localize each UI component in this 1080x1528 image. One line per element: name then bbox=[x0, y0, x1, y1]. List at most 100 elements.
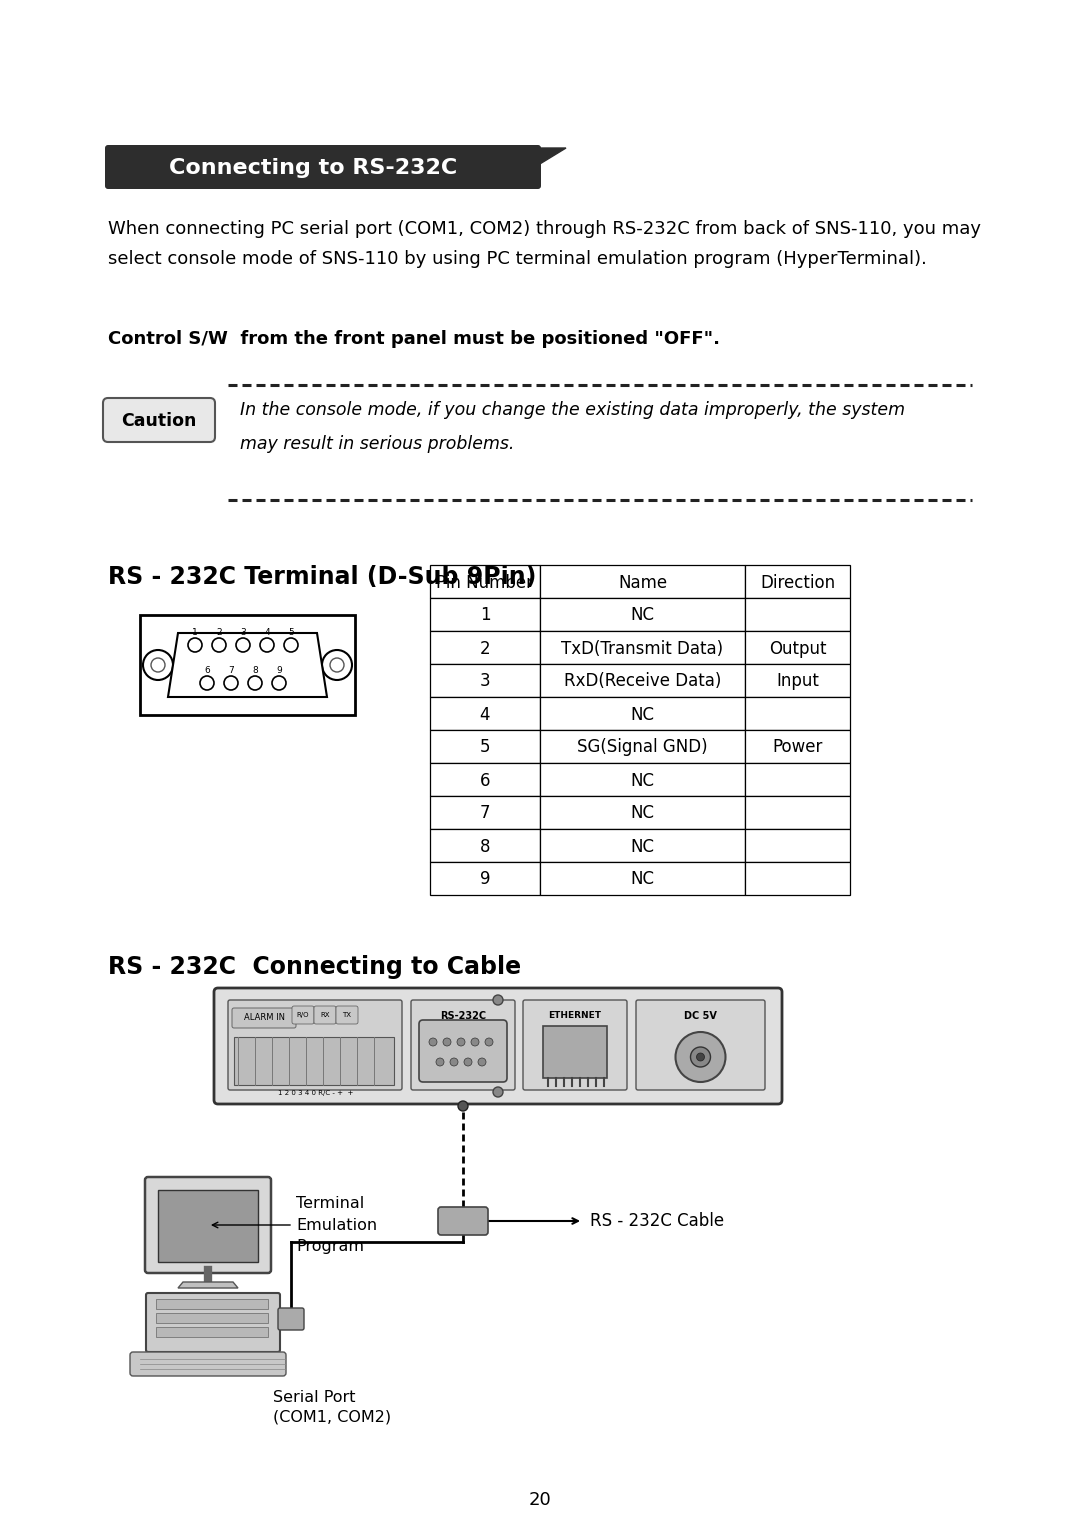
Text: NC: NC bbox=[631, 772, 654, 790]
Text: may result in serious problems.: may result in serious problems. bbox=[240, 435, 514, 452]
Text: NC: NC bbox=[631, 706, 654, 723]
FancyBboxPatch shape bbox=[158, 1190, 258, 1262]
Circle shape bbox=[151, 659, 165, 672]
Text: 9: 9 bbox=[480, 871, 490, 888]
Text: 5: 5 bbox=[480, 738, 490, 756]
Circle shape bbox=[143, 649, 173, 680]
Text: 7: 7 bbox=[228, 666, 234, 675]
FancyBboxPatch shape bbox=[540, 697, 745, 730]
FancyBboxPatch shape bbox=[234, 1038, 394, 1085]
FancyBboxPatch shape bbox=[411, 999, 515, 1089]
Circle shape bbox=[478, 1057, 486, 1067]
FancyBboxPatch shape bbox=[430, 796, 540, 830]
Circle shape bbox=[443, 1038, 451, 1047]
Text: 1 2 0 3 4 0 R/C - +  +: 1 2 0 3 4 0 R/C - + + bbox=[279, 1089, 353, 1096]
FancyBboxPatch shape bbox=[438, 1207, 488, 1235]
Text: Output: Output bbox=[769, 640, 826, 657]
Polygon shape bbox=[538, 148, 566, 165]
Text: 2: 2 bbox=[480, 640, 490, 657]
FancyBboxPatch shape bbox=[430, 631, 540, 665]
Circle shape bbox=[697, 1053, 704, 1060]
Text: ALARM IN: ALARM IN bbox=[243, 1013, 284, 1022]
FancyBboxPatch shape bbox=[543, 1025, 607, 1077]
Text: 7: 7 bbox=[480, 805, 490, 822]
Text: 9: 9 bbox=[276, 666, 282, 675]
FancyBboxPatch shape bbox=[430, 862, 540, 895]
Circle shape bbox=[188, 639, 202, 652]
Circle shape bbox=[224, 675, 238, 691]
Text: NC: NC bbox=[631, 607, 654, 625]
FancyBboxPatch shape bbox=[232, 1008, 296, 1028]
Circle shape bbox=[284, 639, 298, 652]
FancyBboxPatch shape bbox=[745, 762, 850, 796]
Text: Power: Power bbox=[772, 738, 823, 756]
FancyBboxPatch shape bbox=[430, 565, 540, 597]
Circle shape bbox=[471, 1038, 480, 1047]
Text: 8: 8 bbox=[252, 666, 258, 675]
FancyBboxPatch shape bbox=[540, 762, 745, 796]
Circle shape bbox=[457, 1038, 465, 1047]
FancyBboxPatch shape bbox=[540, 862, 745, 895]
Text: NC: NC bbox=[631, 805, 654, 822]
Text: Name: Name bbox=[618, 573, 667, 591]
FancyBboxPatch shape bbox=[214, 989, 782, 1105]
Text: TX: TX bbox=[342, 1012, 351, 1018]
Text: Input: Input bbox=[777, 672, 819, 691]
Circle shape bbox=[436, 1057, 444, 1067]
Circle shape bbox=[237, 639, 249, 652]
FancyBboxPatch shape bbox=[430, 830, 540, 862]
Text: In the console mode, if you change the existing data improperly, the system: In the console mode, if you change the e… bbox=[240, 400, 905, 419]
Circle shape bbox=[492, 995, 503, 1005]
FancyBboxPatch shape bbox=[745, 631, 850, 665]
Circle shape bbox=[458, 1102, 468, 1111]
Text: Direction: Direction bbox=[760, 573, 835, 591]
Text: RX: RX bbox=[321, 1012, 329, 1018]
Circle shape bbox=[200, 675, 214, 691]
Circle shape bbox=[450, 1057, 458, 1067]
Text: RS - 232C Cable: RS - 232C Cable bbox=[590, 1212, 724, 1230]
FancyBboxPatch shape bbox=[430, 762, 540, 796]
Text: Caution: Caution bbox=[121, 413, 197, 429]
FancyBboxPatch shape bbox=[419, 1021, 507, 1082]
Circle shape bbox=[322, 649, 352, 680]
Text: 3: 3 bbox=[240, 628, 246, 637]
FancyBboxPatch shape bbox=[523, 999, 627, 1089]
FancyBboxPatch shape bbox=[156, 1326, 268, 1337]
Text: 1: 1 bbox=[192, 628, 198, 637]
FancyBboxPatch shape bbox=[745, 862, 850, 895]
Text: Pin Number: Pin Number bbox=[436, 573, 534, 591]
Text: RxD(Receive Data): RxD(Receive Data) bbox=[564, 672, 721, 691]
FancyBboxPatch shape bbox=[636, 999, 765, 1089]
FancyBboxPatch shape bbox=[103, 397, 215, 442]
Text: 2: 2 bbox=[216, 628, 221, 637]
FancyBboxPatch shape bbox=[430, 597, 540, 631]
Circle shape bbox=[212, 639, 226, 652]
Text: TxD(Transmit Data): TxD(Transmit Data) bbox=[562, 640, 724, 657]
FancyBboxPatch shape bbox=[278, 1308, 303, 1329]
FancyBboxPatch shape bbox=[140, 614, 355, 715]
FancyBboxPatch shape bbox=[540, 665, 745, 697]
Text: ETHERNET: ETHERNET bbox=[549, 1012, 602, 1021]
FancyBboxPatch shape bbox=[745, 830, 850, 862]
FancyBboxPatch shape bbox=[430, 730, 540, 762]
FancyBboxPatch shape bbox=[314, 1005, 336, 1024]
Text: R/O: R/O bbox=[297, 1012, 309, 1018]
FancyBboxPatch shape bbox=[336, 1005, 357, 1024]
Circle shape bbox=[272, 675, 286, 691]
FancyBboxPatch shape bbox=[745, 697, 850, 730]
Text: 8: 8 bbox=[480, 837, 490, 856]
FancyBboxPatch shape bbox=[540, 730, 745, 762]
Circle shape bbox=[485, 1038, 492, 1047]
FancyBboxPatch shape bbox=[745, 565, 850, 597]
Circle shape bbox=[464, 1057, 472, 1067]
Polygon shape bbox=[178, 1282, 238, 1288]
Text: RS - 232C Terminal (D-Sub 9Pin): RS - 232C Terminal (D-Sub 9Pin) bbox=[108, 565, 537, 588]
Text: RS-232C: RS-232C bbox=[440, 1012, 486, 1021]
FancyBboxPatch shape bbox=[745, 730, 850, 762]
FancyBboxPatch shape bbox=[156, 1313, 268, 1323]
FancyBboxPatch shape bbox=[745, 796, 850, 830]
FancyBboxPatch shape bbox=[146, 1293, 280, 1352]
FancyBboxPatch shape bbox=[745, 597, 850, 631]
FancyBboxPatch shape bbox=[540, 565, 745, 597]
Text: 6: 6 bbox=[480, 772, 490, 790]
